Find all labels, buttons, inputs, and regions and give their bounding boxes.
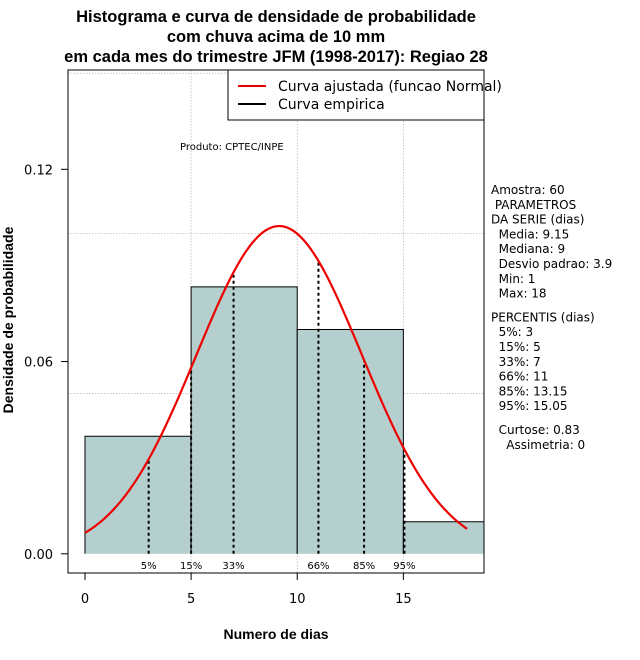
percentile-label: 95% — [393, 561, 415, 572]
x-tick-label: 10 — [289, 592, 306, 607]
legend: Curva ajustada (funcao Normal) Curva emp… — [227, 69, 502, 121]
y-tick-label: 0.00 — [24, 548, 53, 563]
fitted-curve — [84, 224, 468, 534]
percentile-label: 33% — [222, 561, 244, 572]
stats-line: Curtose: 0.83 — [491, 423, 580, 437]
title-line-1: Histograma e curva de densidade de proba… — [76, 8, 476, 26]
histogram-bar — [191, 286, 298, 554]
stats-line: 33%: 7 — [491, 355, 541, 369]
stats-line: 66%: 11 — [491, 370, 548, 384]
x-tick-label: 5 — [187, 592, 195, 607]
stats-line: Max: 18 — [491, 287, 547, 301]
percentile-label: 15% — [180, 561, 202, 572]
y-tick-label: 0.06 — [24, 356, 53, 371]
stats-line: 15%: 5 — [491, 340, 541, 354]
title-line-2: com chuva acima de 10 mm — [167, 28, 385, 46]
stats-line: Media: 9.15 — [491, 227, 569, 241]
histogram-bar — [403, 521, 484, 554]
histogram-bar — [84, 436, 192, 554]
legend-box — [227, 69, 485, 121]
x-tick-label: 0 — [81, 592, 89, 607]
y-tick-label: 0.12 — [24, 163, 53, 178]
stats-line: Desvio padrao: 3.9 — [491, 257, 612, 271]
stats-line: DA SERIE (dias) — [491, 213, 584, 227]
y-axis-title: Densidade de probabilidade — [0, 226, 16, 413]
stats-line: 5%: 3 — [491, 325, 533, 339]
y-axis: 0.00 0.06 0.12 — [24, 163, 69, 563]
stats-line: PARAMETROS — [491, 198, 576, 212]
stats-line: Assimetria: 0 — [491, 438, 585, 452]
stats-line: 95%: 15.05 — [491, 399, 568, 413]
percentile-lines: 5% 15% 33% 66% 85% 95% — [141, 260, 416, 572]
stats-line: Mediana: 9 — [491, 242, 565, 256]
legend-fitted-label: Curva ajustada (funcao Normal) — [278, 79, 502, 95]
histogram-bar — [297, 329, 404, 554]
x-axis-title: Numero de dias — [223, 626, 328, 642]
product-annotation: Produto: CPTEC/INPE — [180, 142, 284, 153]
chart-title: Histograma e curva de densidade de proba… — [64, 8, 488, 66]
stats-line: Amostra: 60 — [491, 183, 565, 197]
stats-line: PERCENTIS (dias) — [491, 310, 595, 324]
title-line-3: em cada mes do trimestre JFM (1998-2017)… — [64, 48, 488, 66]
x-axis: 0 5 10 15 — [81, 572, 412, 607]
fitted-normal-curve — [84, 224, 468, 534]
percentile-label: 66% — [307, 561, 329, 572]
stats-line: Min: 1 — [491, 272, 535, 286]
histogram-bars — [84, 286, 485, 554]
x-tick-label: 15 — [395, 592, 412, 607]
percentile-label: 5% — [141, 561, 157, 572]
legend-empirical-label: Curva empirica — [278, 97, 385, 113]
percentile-label: 85% — [353, 561, 375, 572]
stats-line: 85%: 13.15 — [491, 384, 568, 398]
